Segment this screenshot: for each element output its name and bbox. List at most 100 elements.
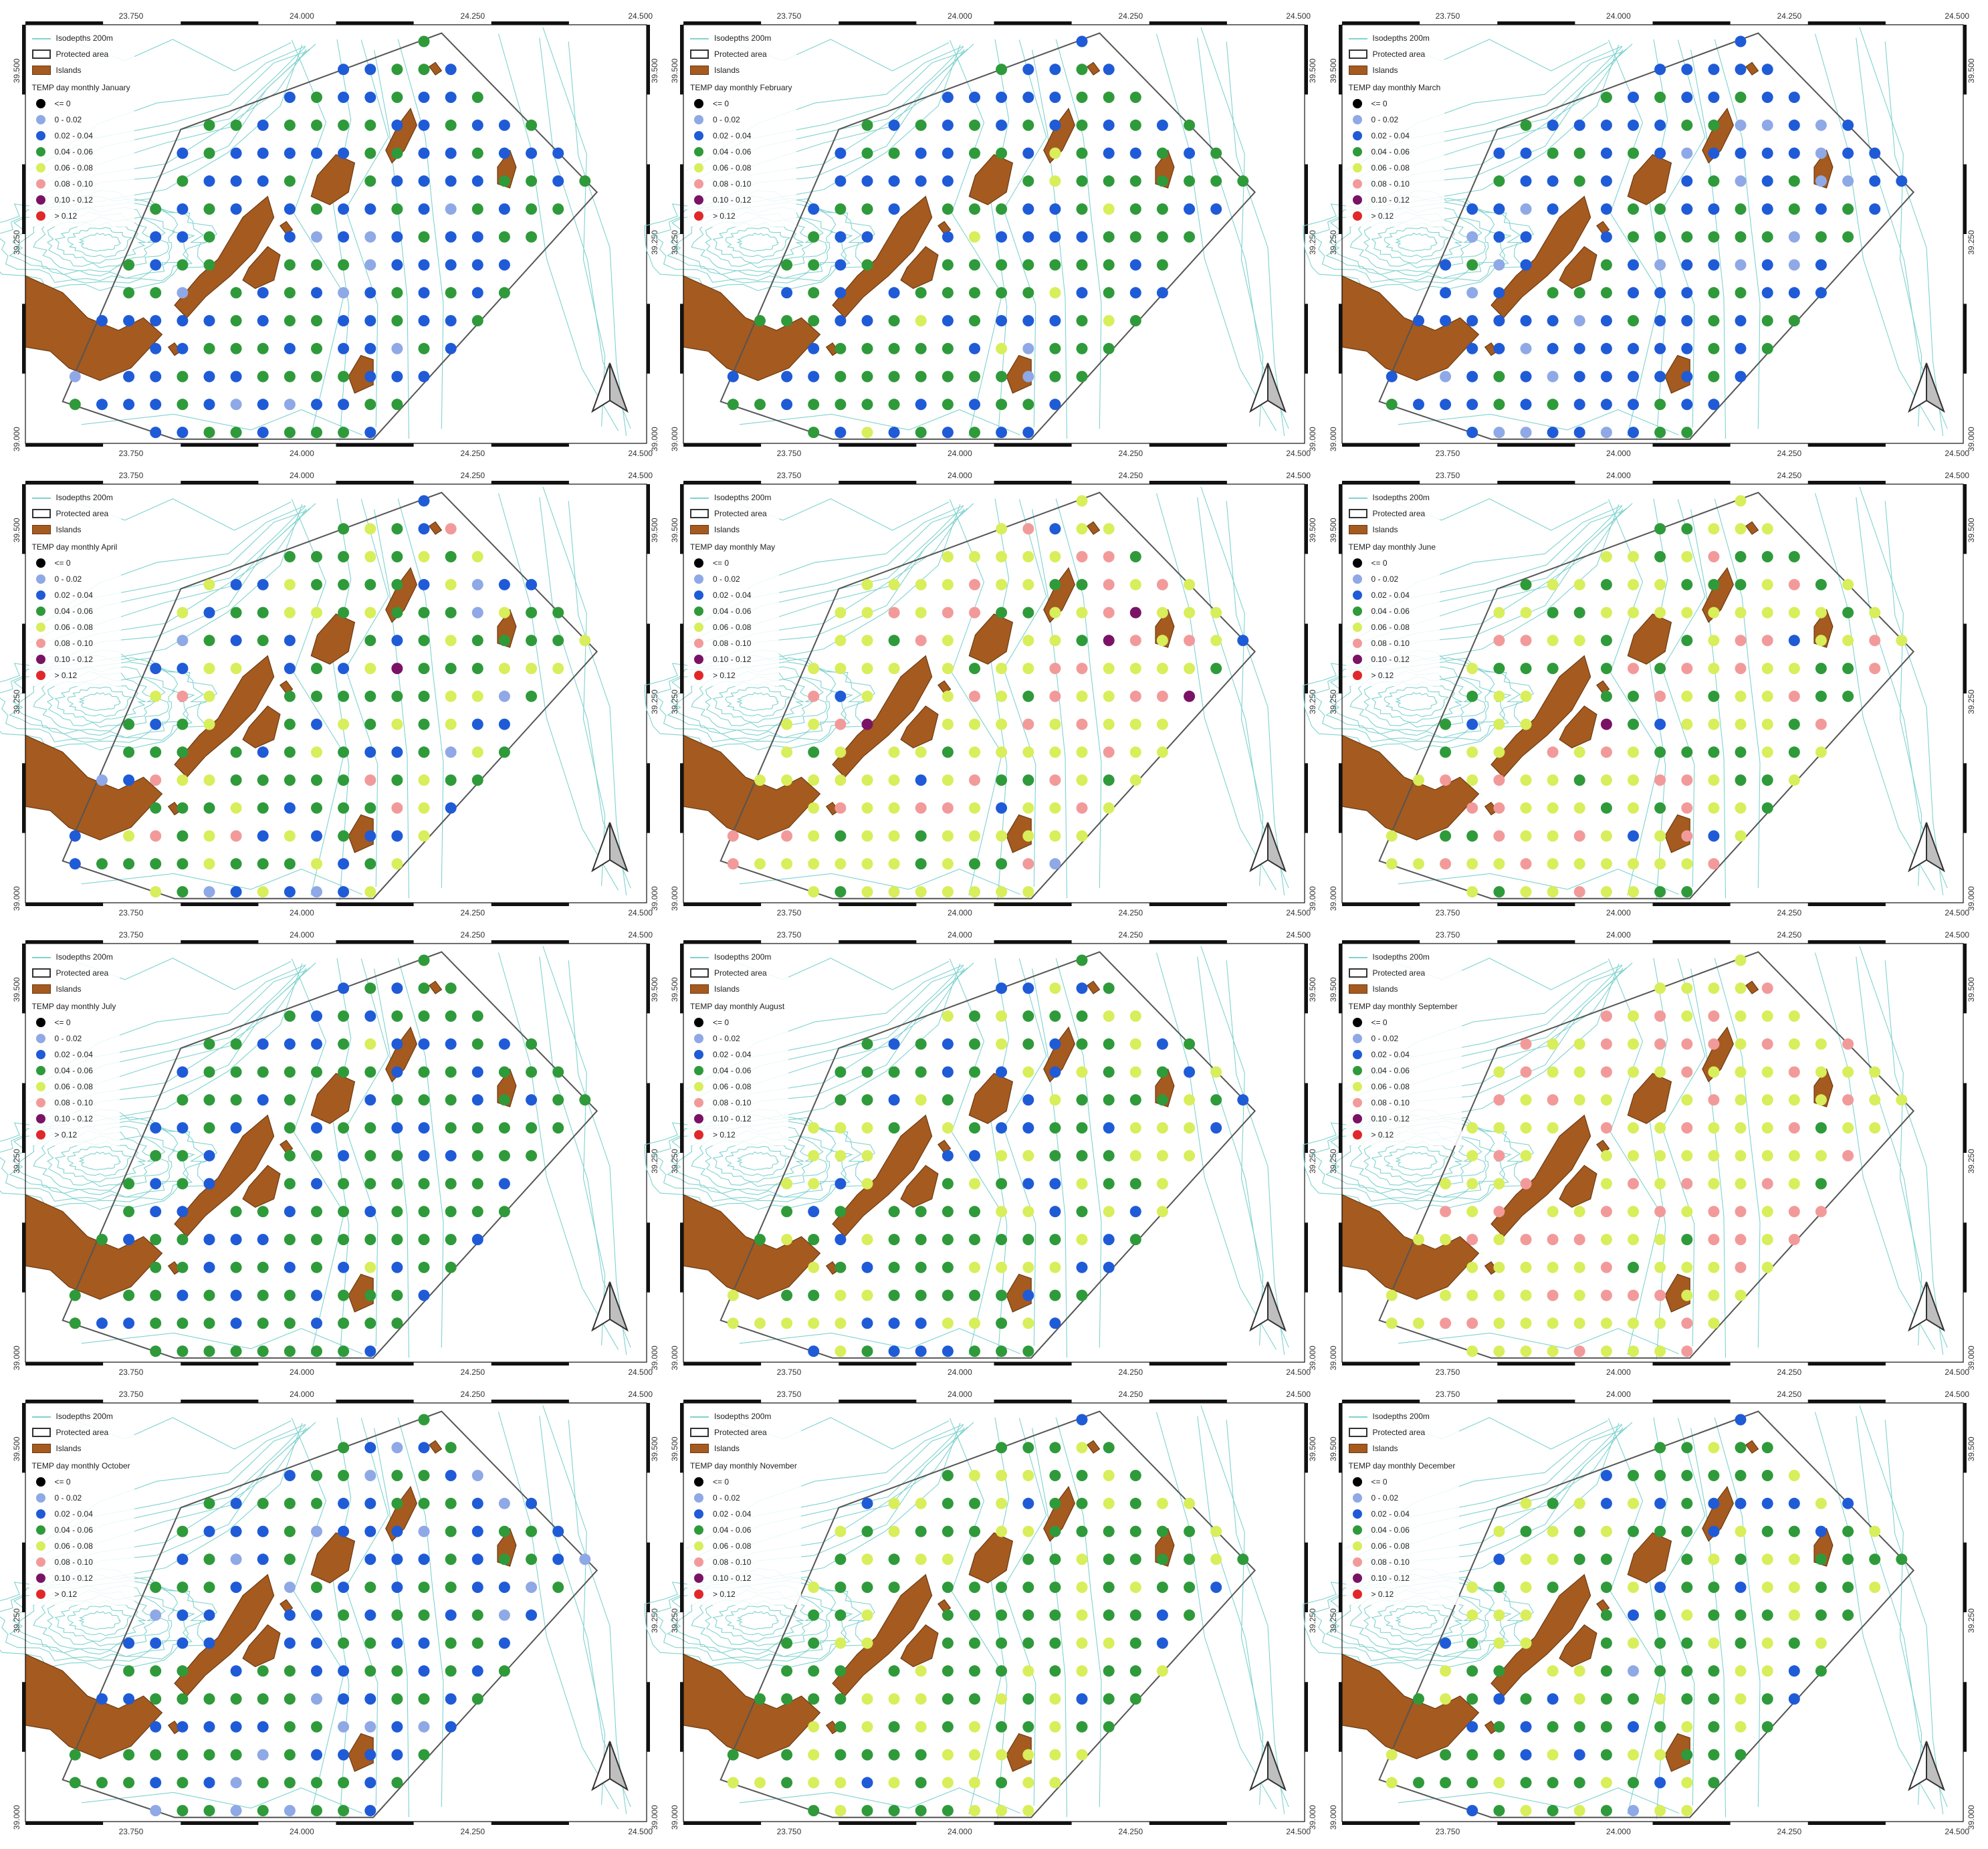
temperature-point (337, 523, 349, 535)
temperature-point (203, 1637, 215, 1649)
temperature-point (1735, 1525, 1746, 1537)
temperature-point (1129, 1525, 1141, 1537)
legend-swatch (35, 163, 45, 173)
y-tick-label-right: 39.500 (1308, 518, 1317, 542)
temperature-point (754, 1693, 766, 1705)
temperature-point (1680, 1582, 1692, 1594)
temperature-point (257, 886, 269, 898)
temperature-point (1895, 1553, 1907, 1565)
temperature-point (1129, 551, 1141, 562)
legend-row: Isodepths 200m (690, 949, 784, 965)
temperature-point (1466, 690, 1478, 702)
temperature-point (1103, 64, 1115, 76)
legend-label: 0.04 - 0.06 (54, 1525, 93, 1535)
temperature-point (203, 1150, 215, 1162)
temperature-point (1184, 1150, 1196, 1162)
temperature-point (391, 1178, 403, 1190)
temperature-point (525, 203, 537, 215)
temperature-point (1076, 1010, 1088, 1022)
legend-row: 0.10 - 0.12 (690, 1111, 784, 1127)
temperature-point (1210, 147, 1222, 159)
legend-label: <= 0 (54, 1018, 71, 1027)
temperature-point (149, 1749, 161, 1761)
temperature-point (391, 690, 403, 702)
temperature-point (1680, 427, 1692, 439)
temperature-point (1493, 1637, 1505, 1649)
temperature-point (1654, 1206, 1666, 1218)
temperature-point (337, 399, 349, 411)
legend-label: <= 0 (713, 1477, 730, 1487)
temperature-point (364, 175, 376, 187)
temperature-point (498, 1122, 510, 1134)
temperature-point (337, 830, 349, 842)
temperature-point (1627, 231, 1639, 243)
temperature-point (445, 1470, 457, 1481)
frame-segment (1341, 940, 1420, 944)
temperature-point (1868, 1525, 1880, 1537)
frame-segment (1149, 1822, 1227, 1825)
temperature-point (1735, 1470, 1746, 1481)
legend-swatch (1352, 147, 1362, 156)
temperature-point (122, 1234, 134, 1246)
legend-label: 0.06 - 0.08 (54, 1541, 93, 1551)
temperature-point (1547, 774, 1559, 786)
legend-row: 0.02 - 0.04 (690, 587, 775, 603)
frame-segment (336, 903, 414, 906)
legend-swatch (694, 1525, 703, 1535)
legend-symbol (1348, 1416, 1367, 1418)
isodepth-line (1814, 1412, 1935, 1810)
temperature-point (808, 259, 820, 271)
temperature-point (1049, 982, 1061, 994)
temperature-point (149, 1206, 161, 1218)
temperature-point (861, 1038, 873, 1050)
temperature-point (1493, 203, 1505, 215)
legend-label: 0.10 - 0.12 (713, 195, 752, 205)
legend-swatch (1352, 211, 1362, 221)
island (310, 1073, 355, 1124)
temperature-point (942, 1289, 954, 1301)
map-panel-6: 23.750 23.750 24.000 24.000 24.250 24.250 24.5… (1302, 471, 1976, 919)
temperature-point (391, 1721, 403, 1733)
temperature-point (1466, 1345, 1478, 1357)
temperature-point (1076, 1749, 1088, 1761)
temperature-point (418, 1010, 429, 1022)
temperature-point (176, 1805, 188, 1817)
legend-row: > 0.12 (690, 208, 792, 224)
temperature-point (364, 1442, 376, 1454)
temperature-point (861, 1749, 873, 1761)
legend-label: Protected area (56, 1428, 109, 1437)
frame-segment (1807, 1362, 1886, 1366)
frame-segment (1963, 623, 1967, 693)
legend-symbol (690, 956, 709, 958)
temperature-point (1439, 1777, 1451, 1789)
temperature-point (364, 858, 376, 870)
temperature-point (1520, 1582, 1531, 1594)
legend-symbol (31, 984, 51, 994)
legend-row: Islands (1348, 62, 1441, 78)
temperature-point (996, 1582, 1008, 1594)
y-tick-label-right: 39.000 (1308, 1805, 1317, 1830)
temperature-point (337, 1777, 349, 1789)
temperature-point (1156, 1665, 1168, 1677)
x-tick-label-bottom: 24.000 (948, 1368, 972, 1377)
temperature-points (727, 495, 1249, 898)
temperature-point (996, 1470, 1008, 1481)
island (279, 680, 293, 694)
legend-label: Isodepths 200m (56, 1412, 113, 1421)
temperature-point (1049, 1234, 1061, 1246)
protected-area-outline (720, 951, 1256, 1359)
temperature-point (1076, 746, 1088, 758)
temperature-point (391, 1122, 403, 1134)
temperature-point (1547, 399, 1559, 411)
temperature-point (888, 175, 900, 187)
temperature-point (149, 1261, 161, 1273)
temperature-point (1815, 1206, 1827, 1218)
frame-segment (646, 484, 650, 554)
temperature-point (1654, 1749, 1666, 1761)
temperature-point (915, 830, 927, 842)
temperature-point (1735, 982, 1746, 994)
temperature-point (835, 342, 847, 354)
temperature-point (1627, 1234, 1639, 1246)
temperature-point (1788, 1582, 1800, 1594)
temperature-point (1493, 1094, 1505, 1106)
